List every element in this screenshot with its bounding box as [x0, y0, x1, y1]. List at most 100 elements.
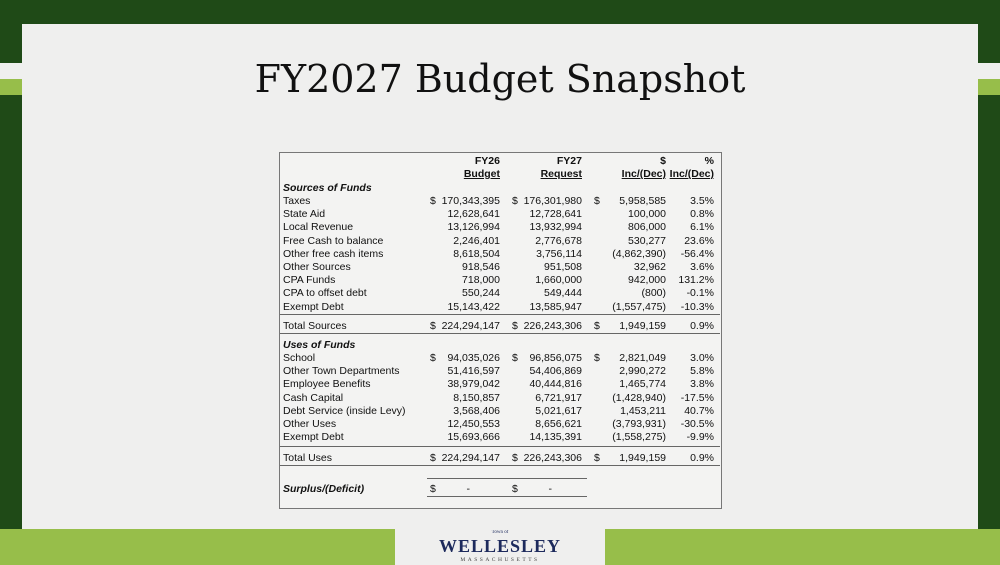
row-label: Other Sources [283, 261, 351, 273]
row-label: State Aid [283, 208, 326, 221]
budget-table: FY26 FY27 $% Budget Request Inc/(Dec) Inc/(Dec… [279, 152, 722, 509]
frame-stripe-light-left [0, 63, 22, 79]
table-row: Exempt Debt 15,693,666 14,135,391 (1,558,27… [280, 431, 720, 444]
header-fy27: FY27 [556, 155, 582, 167]
divider [280, 465, 720, 466]
fy27-value: 226,243,306 [523, 320, 582, 332]
dollar-sign: $ [430, 320, 436, 332]
fy27-value: 549,444 [544, 287, 582, 300]
pct-value: -56.4% [680, 247, 714, 260]
fy27-value: - [548, 483, 553, 495]
table-row: Taxes 170,343,395 176,301,980 5,958,585 3.5%… [280, 195, 720, 208]
row-label: Other free cash items [283, 247, 384, 260]
total-sources-row: Total Sources 224,294,147 226,243,306 1,949… [280, 320, 720, 333]
pct-value: 131.2% [678, 274, 714, 287]
dollar-sign: $ [594, 320, 600, 332]
surplus-top-line [427, 478, 587, 479]
surplus-row: Surplus/(Deficit) $ - $ - [280, 483, 720, 496]
dollar-sign: $ [594, 195, 600, 207]
inc-value: 1,465,774 [619, 378, 666, 391]
fy26-value: 718,000 [462, 274, 500, 287]
logo-top: Town of [491, 530, 509, 535]
table-row: State Aid 12,628,641 12,728,641 100,000 0.8% [280, 208, 720, 221]
table-row: Employee Benefits 38,979,042 40,444,816 1,4… [280, 378, 720, 391]
row-label: Total Sources [283, 320, 347, 332]
fy27-value: 1,660,000 [535, 274, 582, 287]
dollar-sign: $ [430, 452, 436, 464]
fy26-value: 8,618,504 [453, 247, 500, 260]
inc-value: (800) [641, 287, 666, 300]
logo-sub: MASSACHUSETTS [460, 557, 540, 563]
inc-value: 100,000 [628, 208, 666, 221]
header-request: Request [540, 168, 582, 180]
inc-value: 2,821,049 [619, 352, 666, 364]
table-row: Other free cash items 8,618,504 3,756,114 (… [280, 248, 720, 261]
header-fy26: FY26 [474, 155, 500, 167]
row-label: Total Uses [283, 452, 333, 464]
section-label: Uses of Funds [283, 339, 356, 351]
fy27-value: 6,721,917 [535, 391, 582, 404]
fy27-value: 226,243,306 [523, 452, 582, 464]
wellesley-logo: Town of WELLESLEY MASSACHUSETTS [395, 530, 605, 564]
fy27-value: 14,135,391 [529, 431, 582, 444]
header-dollar-inc: Inc/(Dec) [621, 168, 666, 180]
row-label: Other Uses [283, 418, 337, 430]
row-label: Surplus/(Deficit) [283, 483, 365, 495]
total-uses-row: Total Uses 224,294,147 226,243,306 1,949,15… [280, 452, 720, 465]
footer-bar-left [0, 529, 395, 565]
row-label: Cash Capital [283, 391, 344, 404]
fy26-value: 2,246,401 [453, 234, 500, 247]
fy26-value: 15,143,422 [447, 300, 500, 313]
inc-value: 942,000 [628, 274, 666, 287]
dollar-sign: $ [512, 352, 518, 364]
dollar-sign: $ [512, 483, 518, 495]
fy27-value: 951,508 [544, 261, 582, 273]
fy26-value: 918,546 [462, 261, 500, 273]
table-row: Other Uses 12,450,553 8,656,621 (3,793,931)… [280, 418, 720, 431]
header-pct: % [704, 155, 714, 167]
pct-value: 0.8% [690, 208, 714, 221]
fy27-value: 54,406,869 [529, 365, 582, 378]
pct-value: 23.6% [684, 234, 714, 247]
pct-value: 3.6% [690, 261, 714, 273]
row-label: Employee Benefits [283, 378, 371, 391]
pct-value: -10.3% [680, 300, 714, 313]
pct-value: 3.5% [690, 195, 714, 207]
row-label: School [283, 352, 316, 364]
pct-value: -17.5% [680, 391, 714, 404]
pct-value: 3.8% [690, 378, 714, 391]
inc-value: 2,990,272 [619, 365, 666, 378]
fy26-value: 51,416,597 [447, 365, 500, 378]
pct-value: 5.8% [690, 365, 714, 378]
footer-bar-right [605, 529, 1000, 565]
fy27-value: 5,021,617 [535, 404, 582, 417]
divider [280, 333, 720, 334]
fy26-value: 12,450,553 [447, 418, 500, 430]
fy27-value: 13,932,994 [529, 221, 582, 234]
fy26-value: 12,628,641 [447, 208, 500, 221]
inc-value: 1,949,159 [619, 452, 666, 464]
header-row-1: FY26 FY27 $% [280, 155, 720, 168]
fy26-value: 224,294,147 [441, 452, 500, 464]
table-row: CPA to offset debt 550,244 549,444 (800) -0.… [280, 287, 720, 300]
fy26-value: 94,035,026 [447, 352, 500, 364]
inc-value: 1,949,159 [619, 320, 666, 332]
footer-logo-area: Town of WELLESLEY MASSACHUSETTS [395, 529, 605, 565]
table-row: School 94,035,026 96,856,075 2,821,049 3.0% $… [280, 352, 720, 365]
divider [280, 314, 720, 315]
fy27-value: 40,444,816 [529, 378, 582, 391]
fy27-value: 96,856,075 [529, 352, 582, 364]
row-label: Other Town Departments [283, 365, 400, 378]
pct-value: 0.9% [690, 320, 714, 332]
section-sources: Sources of Funds [280, 182, 720, 195]
inc-value: (4,862,390) [612, 247, 666, 260]
fy27-value: 2,776,678 [535, 234, 582, 247]
pct-value: -0.1% [686, 287, 714, 300]
frame-stripe-light-right [978, 63, 1000, 79]
inc-value: 1,453,211 [620, 404, 666, 417]
header-pct-inc: Inc/(Dec) [669, 168, 714, 180]
frame-stripe-green-right [978, 79, 1000, 95]
fy27-value: 13,585,947 [529, 300, 582, 313]
dollar-sign: $ [512, 320, 518, 332]
inc-value: 32,962 [633, 261, 666, 273]
